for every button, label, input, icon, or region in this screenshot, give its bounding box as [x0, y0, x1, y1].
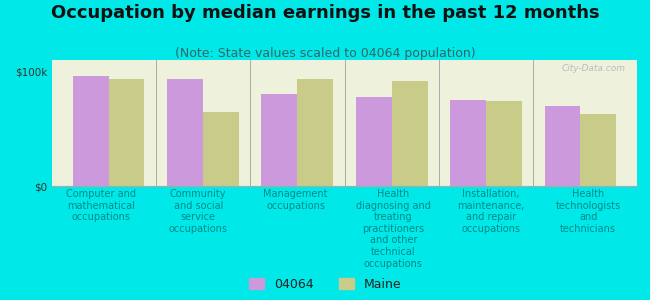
Text: Health
diagnosing and
treating
practitioners
and other
technical
occupations: Health diagnosing and treating practitio… — [356, 189, 431, 268]
Bar — [392, 81, 428, 186]
Bar — [261, 94, 297, 186]
Text: Management
occupations: Management occupations — [263, 189, 328, 211]
Bar — [203, 112, 239, 186]
Bar — [545, 106, 580, 186]
Bar — [167, 80, 203, 186]
Legend: 04064, Maine: 04064, Maine — [249, 278, 401, 291]
Bar — [73, 76, 109, 186]
Text: Health
technologists
and
technicians: Health technologists and technicians — [556, 189, 621, 234]
Bar — [450, 100, 486, 186]
Bar — [486, 101, 522, 186]
Text: Computer and
mathematical
occupations: Computer and mathematical occupations — [66, 189, 136, 222]
Bar — [356, 97, 392, 186]
Text: Installation,
maintenance,
and repair
occupations: Installation, maintenance, and repair oc… — [457, 189, 525, 234]
Bar — [109, 80, 144, 186]
Text: Occupation by median earnings in the past 12 months: Occupation by median earnings in the pas… — [51, 4, 599, 22]
Text: (Note: State values scaled to 04064 population): (Note: State values scaled to 04064 popu… — [175, 46, 475, 59]
Text: City-Data.com: City-Data.com — [562, 64, 625, 73]
Text: Community
and social
service
occupations: Community and social service occupations — [169, 189, 227, 234]
Bar — [297, 80, 333, 186]
Bar — [580, 114, 616, 186]
